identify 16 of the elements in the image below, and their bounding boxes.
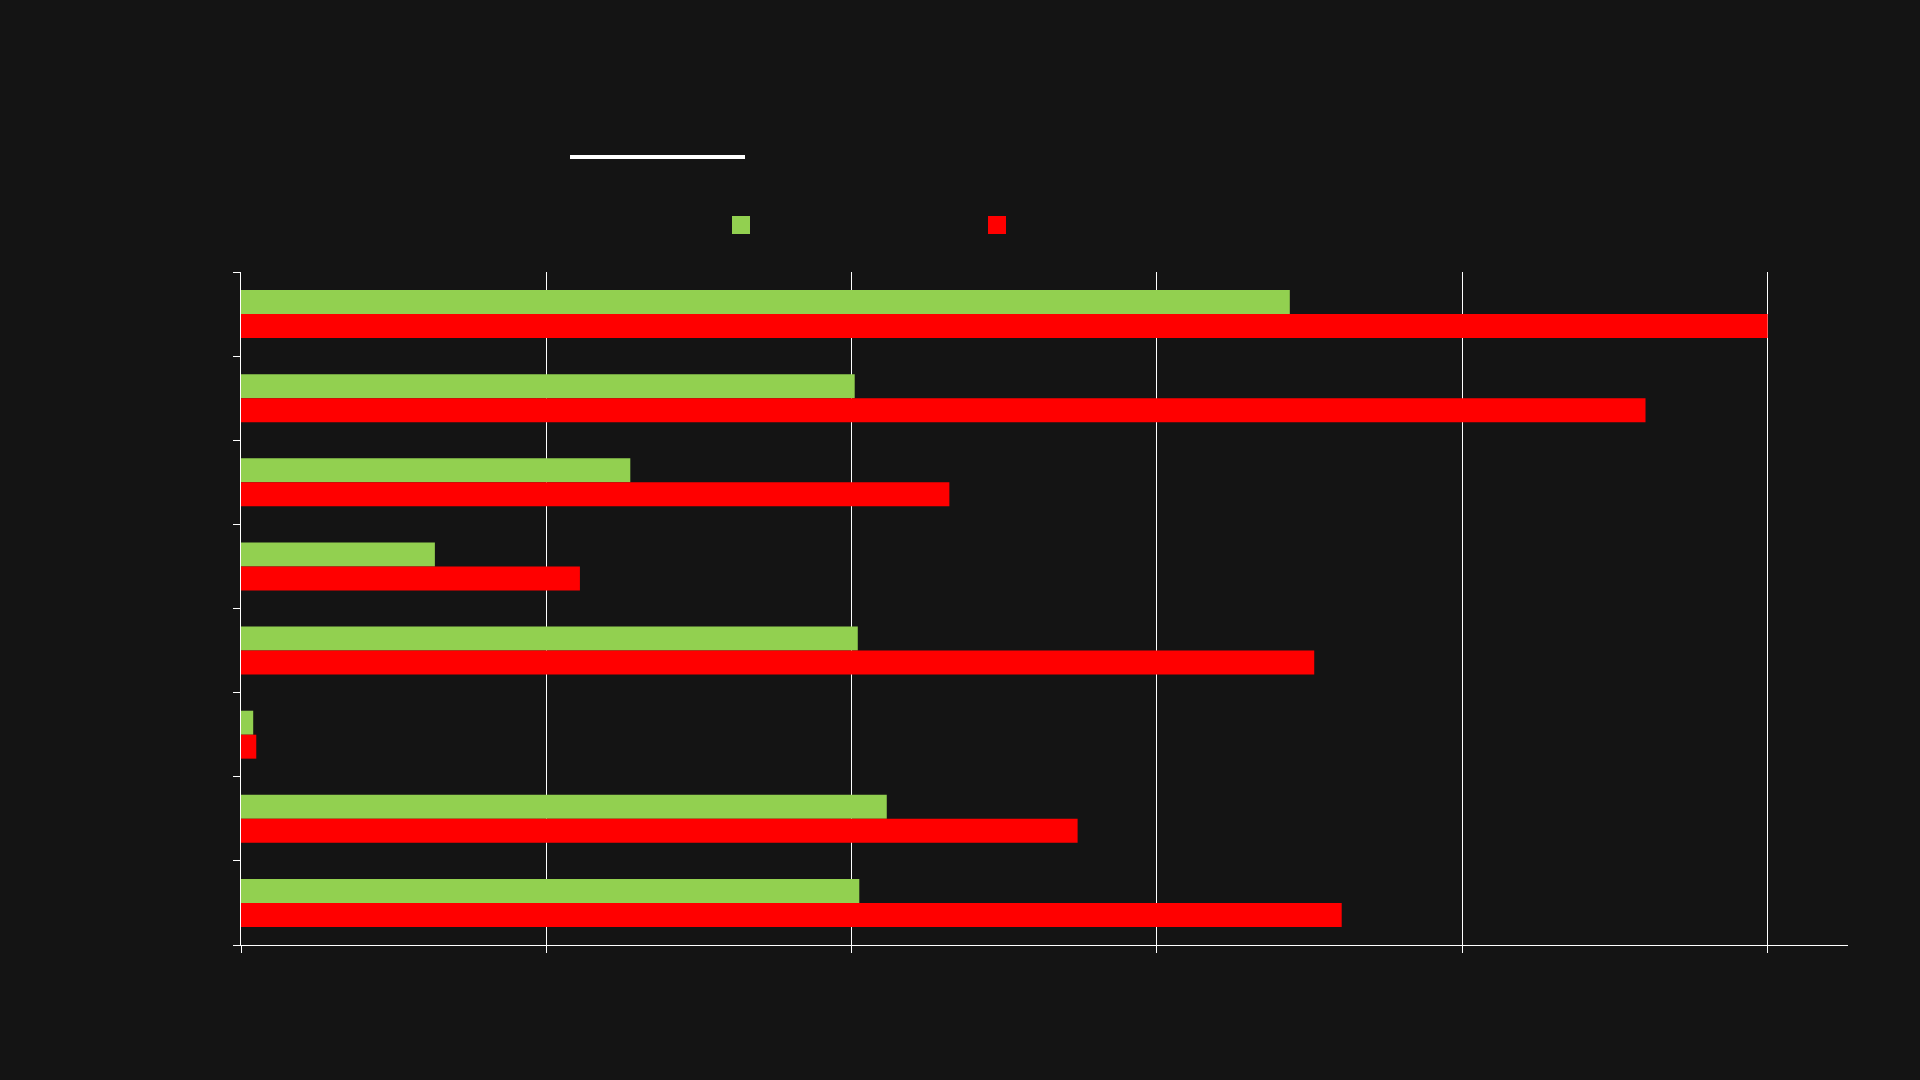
bar [241, 710, 254, 735]
bar [241, 314, 1768, 339]
bar [241, 902, 1342, 927]
bar [241, 626, 858, 651]
bar [241, 650, 1315, 675]
bar [241, 542, 435, 567]
bar [241, 290, 1290, 315]
bar [241, 482, 950, 507]
bar [241, 566, 580, 591]
bar [241, 458, 631, 483]
bar [241, 734, 257, 759]
bar [241, 818, 1078, 843]
bar [241, 878, 860, 903]
bar [241, 398, 1646, 423]
bar [241, 794, 887, 819]
bar [241, 374, 855, 399]
